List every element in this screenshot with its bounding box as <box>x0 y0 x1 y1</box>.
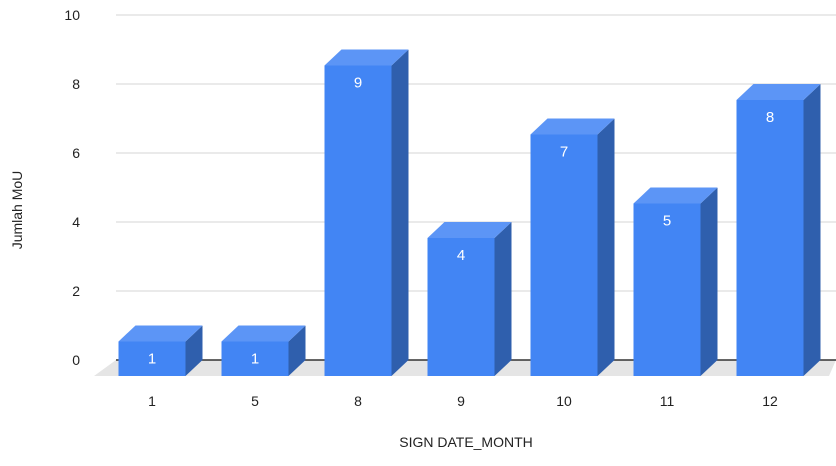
bar-front <box>736 100 804 376</box>
bar: 1 <box>221 325 306 376</box>
x-tick-label: 8 <box>354 393 362 409</box>
data-label: 8 <box>766 109 774 126</box>
x-tick-label: 5 <box>251 393 259 409</box>
bar-front <box>324 65 392 376</box>
data-label: 1 <box>148 351 156 368</box>
bar-side <box>288 325 306 376</box>
data-label: 7 <box>560 144 568 161</box>
bar: 8 <box>736 84 821 376</box>
data-label: 1 <box>251 351 259 368</box>
y-tick-label: 10 <box>64 7 80 23</box>
y-axis-title: Jumlah MoU <box>9 171 25 250</box>
bar-top <box>118 325 203 342</box>
bar-side <box>185 325 203 376</box>
bar: 1 <box>118 325 203 376</box>
bar-side <box>494 222 512 376</box>
bar-top <box>633 187 718 204</box>
bars: 1 1 9 4 7 5 8 <box>118 49 821 376</box>
bar: 9 <box>324 49 409 376</box>
data-label: 4 <box>457 247 465 264</box>
y-tick-label: 8 <box>72 76 80 92</box>
bar: 5 <box>633 187 718 376</box>
x-axis-ticks: 1 5 8 9 10 11 12 <box>148 393 778 409</box>
bar: 7 <box>530 118 615 376</box>
bar-front <box>221 341 289 376</box>
bar-front <box>118 341 186 376</box>
x-tick-label: 1 <box>148 393 156 409</box>
bar: 4 <box>427 222 512 376</box>
data-label: 9 <box>354 75 362 92</box>
x-tick-label: 9 <box>457 393 465 409</box>
y-tick-label: 4 <box>72 214 80 230</box>
bar-top <box>221 325 306 342</box>
bar-top <box>736 84 821 100</box>
x-tick-label: 11 <box>660 393 675 409</box>
y-tick-label: 6 <box>72 145 80 161</box>
bar-side <box>803 84 821 376</box>
bar-side <box>391 49 409 376</box>
bar-top <box>324 49 409 66</box>
x-tick-label: 10 <box>556 393 572 409</box>
bar-top <box>427 222 512 238</box>
x-axis-title: SIGN DATE_MONTH <box>399 434 533 450</box>
y-axis-ticks: 0 2 4 6 8 10 <box>64 7 80 368</box>
bar-front <box>530 134 598 376</box>
bar-front <box>427 238 495 376</box>
y-tick-label: 0 <box>72 352 80 368</box>
bar-side <box>700 187 718 376</box>
bar-front <box>633 203 701 376</box>
data-label: 5 <box>663 213 671 230</box>
y-tick-label: 2 <box>72 283 80 299</box>
bar-side <box>597 118 615 376</box>
bar-top <box>530 118 615 135</box>
x-tick-label: 12 <box>762 393 778 409</box>
